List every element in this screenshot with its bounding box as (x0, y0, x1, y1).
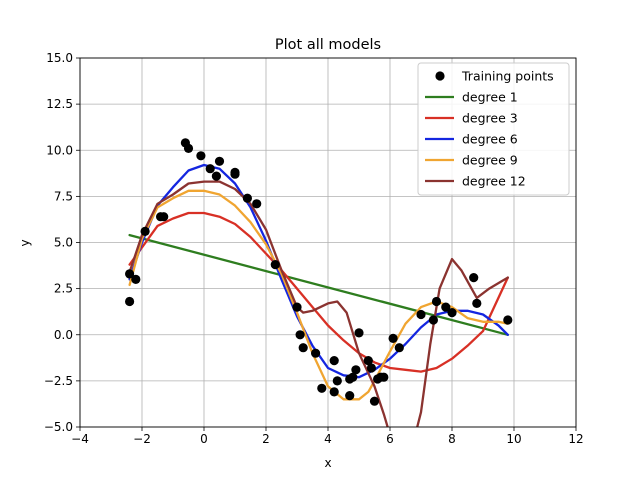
training-point (366, 363, 376, 373)
training-point (332, 376, 342, 386)
training-point (214, 156, 225, 166)
training-point (447, 308, 457, 318)
training-point (388, 333, 398, 343)
training-point (292, 302, 302, 312)
training-point (369, 396, 380, 406)
training-point (329, 387, 339, 397)
x-tick-label: 6 (386, 432, 394, 446)
scatter-layer (125, 138, 513, 406)
x-tick-label: 12 (568, 432, 583, 446)
legend: Training points degree 1 degree 3 degree 6 d… (417, 62, 570, 196)
ticks: −4 −2 0 2 4 6 8 10 12 −5.0 −2.5 0.0 2.5 5.0 7.5 10.0 12.… (44, 51, 584, 446)
x-axis-label: x (324, 456, 331, 470)
x-tick-label: 4 (324, 432, 332, 446)
training-point (317, 383, 327, 393)
chart-title: Plot all models (275, 37, 381, 53)
training-point (348, 372, 358, 382)
x-tick-label: −2 (133, 432, 151, 446)
y-tick-label: −2.5 (44, 374, 73, 388)
y-tick-label: 7.5 (54, 189, 73, 203)
training-point (252, 199, 262, 209)
training-point (345, 391, 355, 401)
training-point (354, 328, 364, 338)
legend-label-degree-9: degree 9 (462, 153, 518, 168)
training-point (140, 226, 150, 236)
training-point (230, 169, 240, 179)
training-point (159, 212, 169, 222)
y-tick-label: 10.0 (46, 143, 73, 157)
y-tick-label: −5.0 (44, 420, 73, 434)
y-tick-label: 15.0 (46, 51, 73, 65)
y-tick-label: 12.5 (46, 97, 73, 111)
y-axis-label: y (18, 239, 32, 246)
training-point (295, 330, 305, 340)
training-point (441, 302, 451, 312)
series-line-degree-3 (128, 211, 509, 373)
training-point (205, 164, 215, 174)
training-point (242, 193, 252, 203)
x-tick-label: 2 (262, 432, 270, 446)
training-point (428, 315, 438, 325)
series-line-degree-1 (128, 233, 509, 336)
x-tick-label: −4 (71, 432, 89, 446)
legend-label-degree-1: degree 1 (462, 90, 518, 105)
x-tick-label: 0 (200, 432, 208, 446)
training-point (183, 143, 194, 153)
training-point (211, 171, 221, 181)
series-line-degree-12 (128, 180, 509, 427)
y-tick-label: 2.5 (54, 282, 73, 296)
training-point (503, 315, 513, 325)
legend-marker-training-points (435, 71, 445, 81)
training-point (416, 309, 426, 320)
legend-label-degree-3: degree 3 (462, 111, 518, 126)
training-point (351, 365, 361, 375)
legend-box (417, 62, 570, 196)
training-point (329, 356, 339, 366)
training-point (298, 343, 308, 353)
training-point (311, 348, 321, 358)
training-point (270, 260, 280, 270)
training-point (469, 273, 479, 283)
training-point (379, 372, 389, 382)
training-point (125, 269, 135, 279)
legend-label-degree-6: degree 6 (462, 132, 518, 147)
legend-label-degree-12: degree 12 (462, 174, 526, 189)
training-point (125, 296, 135, 307)
training-point (196, 151, 206, 161)
training-point (131, 274, 141, 284)
x-tick-label: 10 (506, 432, 521, 446)
training-point (472, 298, 482, 308)
x-tick-label: 8 (448, 432, 456, 446)
legend-label-training-points: Training points (461, 69, 554, 84)
training-point (363, 356, 373, 366)
y-tick-label: 5.0 (54, 236, 73, 250)
y-tick-label: 0.0 (54, 328, 73, 342)
training-point (394, 343, 404, 353)
training-point (431, 296, 442, 307)
